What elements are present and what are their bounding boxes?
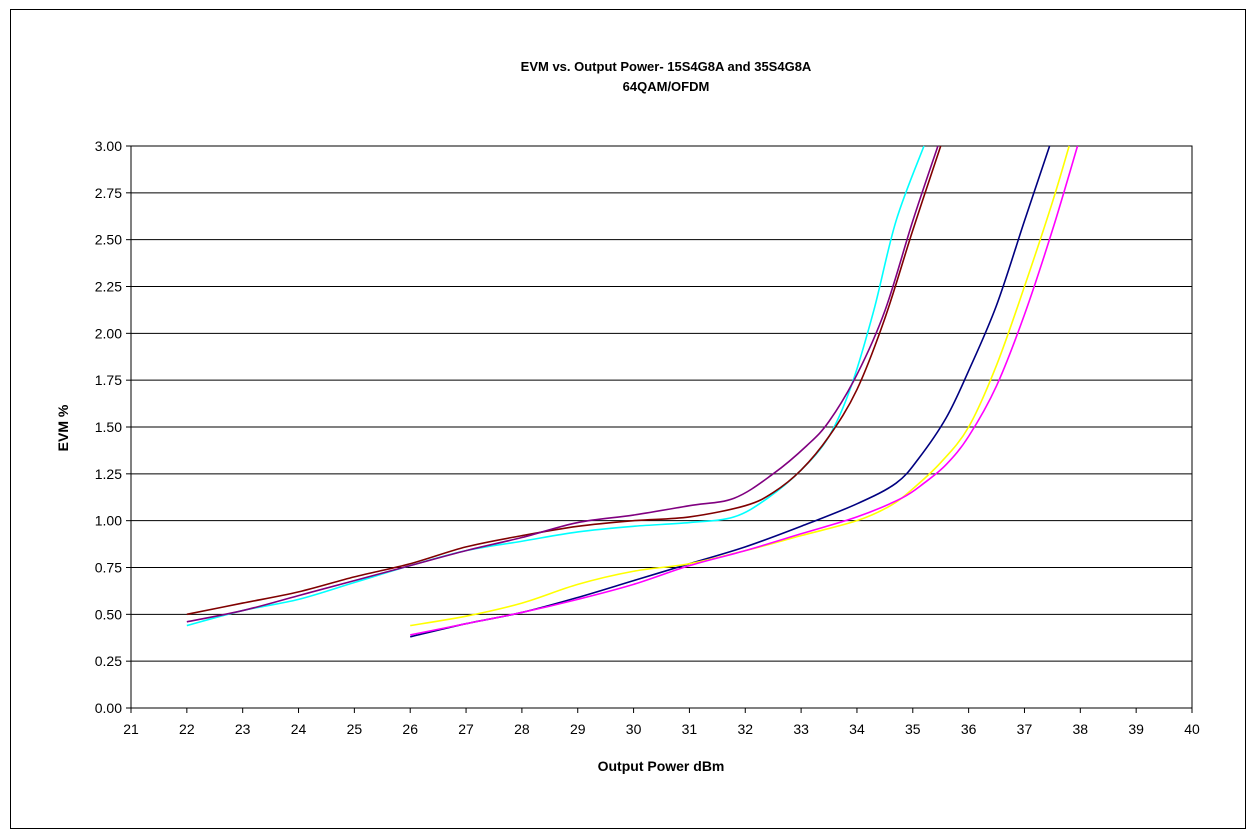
- x-tick-label: 34: [849, 721, 865, 737]
- x-tick-label: 35: [905, 721, 921, 737]
- chart-title-line-1: EVM vs. Output Power- 15S4G8A and 35S4G8…: [521, 59, 812, 74]
- x-axis-ticks: 21 22 23 24 25 26 27 28 29 30 31 32 33 34 35 36 37 38 39 40: [123, 708, 1200, 737]
- series-line-3: [186, 145, 939, 623]
- y-tick-label: 0.00: [95, 700, 122, 716]
- gridlines: [131, 192, 1192, 662]
- series-lines: [186, 145, 1079, 638]
- x-tick-label: 38: [1073, 721, 1089, 737]
- x-axis-title: Output Power dBm: [598, 758, 725, 774]
- y-tick-label: 0.50: [95, 606, 122, 622]
- x-tick-label: 24: [291, 721, 307, 737]
- series-line-6: [410, 145, 1079, 636]
- series-line-2: [186, 145, 942, 616]
- x-tick-label: 27: [458, 721, 474, 737]
- y-axis-ticks: 0.00 0.25 0.50 0.75 1.00 1.25 1.50 1.75 2.00 2.25…: [95, 138, 131, 716]
- y-tick-label: 1.50: [95, 419, 122, 435]
- x-tick-label: 31: [682, 721, 698, 737]
- x-tick-label: 39: [1128, 721, 1144, 737]
- y-tick-label: 1.00: [95, 513, 122, 529]
- x-tick-label: 28: [514, 721, 530, 737]
- y-tick-label: 2.25: [95, 279, 122, 295]
- x-tick-label: 40: [1184, 721, 1200, 737]
- y-tick-label: 0.75: [95, 560, 122, 576]
- x-tick-label: 37: [1017, 721, 1033, 737]
- y-tick-label: 2.50: [95, 232, 122, 248]
- chart-title-line-2: 64QAM/OFDM: [623, 79, 710, 94]
- y-tick-label: 1.25: [95, 466, 122, 482]
- y-axis-title: EVM %: [55, 404, 71, 451]
- y-tick-label: 1.75: [95, 372, 122, 388]
- series-line-1: [186, 145, 925, 627]
- x-tick-label: 29: [570, 721, 586, 737]
- x-tick-label: 33: [793, 721, 809, 737]
- y-tick-label: 2.75: [95, 185, 122, 201]
- x-tick-label: 32: [737, 721, 753, 737]
- x-tick-label: 30: [626, 721, 642, 737]
- y-tick-label: 3.00: [95, 138, 122, 154]
- series-line-4: [410, 145, 1051, 638]
- x-tick-label: 21: [123, 721, 139, 737]
- x-tick-label: 36: [961, 721, 977, 737]
- y-tick-label: 0.25: [95, 653, 122, 669]
- series-line-5: [410, 145, 1070, 627]
- y-tick-label: 2.00: [95, 325, 122, 341]
- x-tick-label: 25: [347, 721, 363, 737]
- x-tick-label: 26: [402, 721, 418, 737]
- x-tick-label: 23: [235, 721, 251, 737]
- x-tick-label: 22: [179, 721, 195, 737]
